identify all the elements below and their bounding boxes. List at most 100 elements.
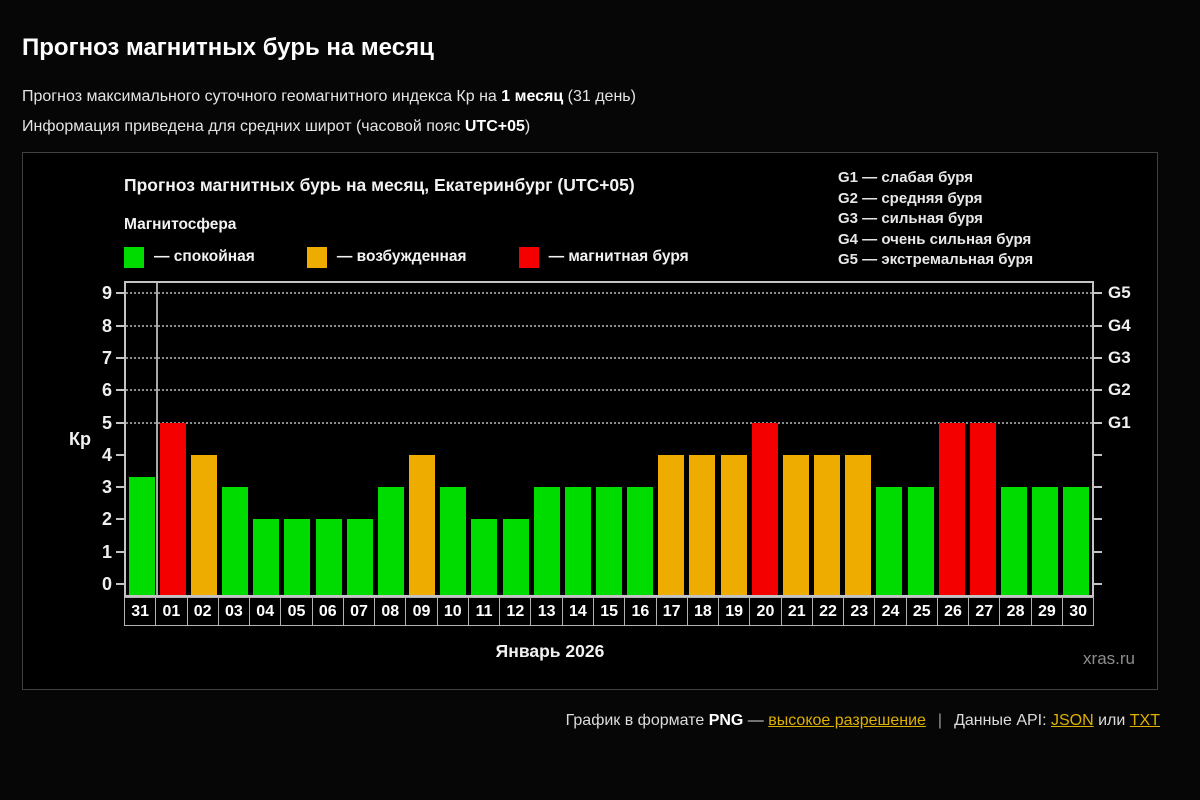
g-axis-tick bbox=[1094, 292, 1102, 295]
y-axis-tick bbox=[116, 518, 124, 521]
day-label-cell: 31 bbox=[124, 597, 157, 626]
kp-bar bbox=[190, 454, 217, 595]
kp-bar bbox=[502, 519, 529, 595]
legend-label: — спокойная bbox=[154, 248, 255, 265]
footer-or-text: или bbox=[1093, 712, 1130, 729]
grid-line bbox=[126, 324, 1092, 327]
day-label-cell: 12 bbox=[499, 597, 532, 626]
y-axis-tick bbox=[116, 324, 124, 327]
day-label-cell: 07 bbox=[342, 597, 376, 626]
kp-bar bbox=[253, 519, 280, 595]
kp-bar bbox=[596, 487, 622, 595]
subtitle-duration: 1 месяц bbox=[501, 88, 564, 105]
footer-png-label: PNG bbox=[708, 712, 744, 729]
txt-link[interactable]: TXT bbox=[1129, 712, 1160, 729]
footer-format-text: График в формате bbox=[565, 712, 709, 729]
y-axis-tick bbox=[116, 292, 124, 295]
kp-bar bbox=[845, 454, 872, 595]
info-suffix: ) bbox=[524, 118, 531, 135]
kp-bar bbox=[409, 454, 436, 595]
magnetosphere-label: Магнитосфера bbox=[124, 216, 237, 233]
subtitle-line: Прогноз максимального суточного геомагни… bbox=[22, 88, 636, 106]
day-label-cell: 02 bbox=[186, 597, 219, 626]
day-label-cell: 25 bbox=[905, 597, 938, 626]
kp-bar bbox=[533, 487, 560, 595]
kp-bar bbox=[782, 454, 809, 595]
day-label-cell: 22 bbox=[811, 597, 845, 626]
chart-legend: — спокойная — возбужденная — магнитная бур… bbox=[124, 245, 741, 269]
grid-line bbox=[126, 356, 1092, 359]
y-tick-label: 9 bbox=[101, 283, 112, 304]
g-axis-tick bbox=[1094, 389, 1102, 392]
day-label-cell: 17 bbox=[655, 597, 688, 626]
high-resolution-link[interactable]: высокое разрешение bbox=[768, 712, 926, 729]
footer: График в формате PNG — высокое разрешени… bbox=[566, 712, 1160, 730]
info-text: Информация приведена для средних широт (… bbox=[22, 118, 465, 135]
kp-bar bbox=[159, 422, 186, 595]
info-timezone: UTC+05 bbox=[464, 118, 525, 135]
y-axis-title: Кр bbox=[69, 429, 91, 449]
y-axis-tick bbox=[116, 453, 124, 456]
y-tick-label: 7 bbox=[101, 347, 112, 368]
info-line: Информация приведена для средних широт (… bbox=[22, 118, 530, 136]
legend-label: — магнитная буря bbox=[548, 248, 689, 265]
kp-bar bbox=[471, 519, 498, 595]
kp-bar bbox=[284, 519, 311, 595]
day-label-cell: 04 bbox=[249, 597, 282, 626]
json-link[interactable]: JSON bbox=[1051, 712, 1094, 729]
kp-bar bbox=[938, 422, 965, 595]
g-axis-tick bbox=[1094, 583, 1102, 585]
g-axis-tick bbox=[1094, 518, 1102, 521]
day-label-cell: 23 bbox=[843, 597, 876, 626]
y-axis-tick bbox=[116, 389, 124, 392]
month-label: Январь 2026 bbox=[495, 641, 605, 661]
footer-dash: — bbox=[743, 712, 769, 729]
day-label-cell: 20 bbox=[749, 597, 782, 626]
legend-item: — возбужденная bbox=[306, 246, 467, 268]
y-axis-tick bbox=[116, 486, 124, 489]
y-tick-label: 0 bbox=[101, 574, 112, 594]
day-label-cell: 29 bbox=[1030, 597, 1063, 626]
kp-bar bbox=[720, 454, 747, 595]
day-label-cell: 28 bbox=[999, 597, 1032, 626]
kp-bar bbox=[377, 487, 404, 595]
day-label-cell: 18 bbox=[686, 597, 720, 626]
day-label-cell: 03 bbox=[217, 597, 251, 626]
day-label-cell: 11 bbox=[467, 597, 501, 626]
g-axis-label: G2 bbox=[1108, 380, 1131, 400]
y-tick-label: 1 bbox=[101, 541, 112, 562]
day-label-cell: 24 bbox=[874, 597, 907, 626]
kp-bar bbox=[876, 487, 903, 595]
kp-bar bbox=[440, 487, 467, 595]
subtitle-suffix: (31 день) bbox=[563, 88, 636, 105]
footer-api-label: Данные API: bbox=[954, 712, 1051, 729]
day-label-cell: 06 bbox=[311, 597, 344, 626]
day-label-cell: 16 bbox=[624, 597, 657, 626]
grid-line bbox=[126, 389, 1092, 392]
day-label-cell: 14 bbox=[561, 597, 594, 626]
watermark: xras.ru bbox=[1083, 649, 1135, 668]
g-axis-tick bbox=[1094, 486, 1102, 489]
y-tick-label: 2 bbox=[101, 509, 112, 530]
g-axis-tick bbox=[1094, 356, 1102, 359]
g-axis-label: G3 bbox=[1108, 347, 1131, 367]
kp-bar bbox=[627, 487, 654, 595]
legend-color-swatch bbox=[124, 246, 144, 268]
kp-bar bbox=[689, 454, 716, 595]
legend-item: — магнитная буря bbox=[518, 246, 689, 268]
day-label-cell: 19 bbox=[718, 597, 751, 626]
g-scale-legend: G1 — слабая буря G2 — средняя буря G3 — си… bbox=[838, 168, 1033, 271]
day-label-cell: 09 bbox=[405, 597, 438, 626]
day-label-cell: 08 bbox=[374, 597, 407, 626]
kp-bar bbox=[222, 487, 249, 595]
day-label-cell: 26 bbox=[936, 597, 970, 626]
g-scale-row: G5 — экстремальная буря bbox=[838, 251, 1034, 269]
day-label-cell: 30 bbox=[1061, 597, 1095, 626]
grid-line bbox=[126, 292, 1092, 295]
kp-bar bbox=[1032, 487, 1059, 595]
y-axis-tick bbox=[116, 583, 124, 585]
y-axis-tick bbox=[116, 550, 124, 553]
day-label-cell: 10 bbox=[436, 597, 469, 626]
day-label-cell: 21 bbox=[780, 597, 813, 626]
g-axis-label: G5 bbox=[1108, 283, 1131, 303]
